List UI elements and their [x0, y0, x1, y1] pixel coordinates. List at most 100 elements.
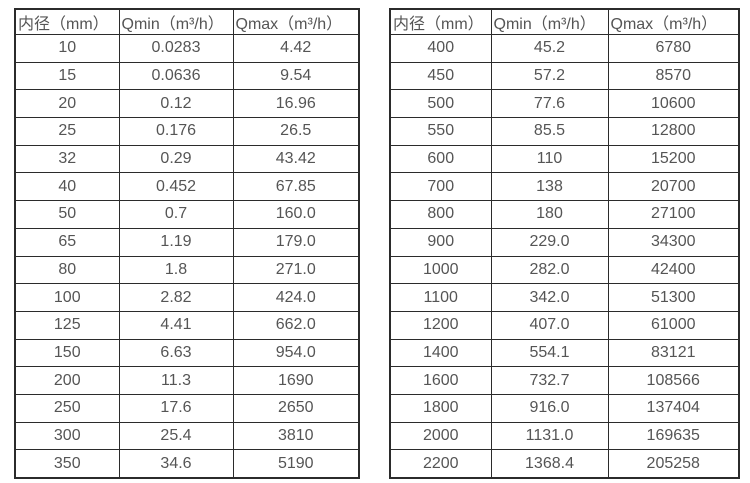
table-cell: 662.0 — [232, 310, 360, 340]
table-cell: 169635 — [607, 421, 740, 451]
table-cell: 77.6 — [490, 89, 609, 119]
table-cell: 0.176 — [118, 117, 234, 146]
table-cell: 400 — [389, 34, 492, 63]
table-row: 150 6.63 954.0 — [14, 338, 360, 368]
table-cell: 100 — [14, 283, 120, 312]
table-cell: 61000 — [607, 310, 740, 340]
header-inner-diameter: 内径（mm） — [14, 8, 120, 35]
table-cell: 57.2 — [490, 61, 609, 91]
table-cell: 1100 — [389, 283, 492, 312]
table-cell: 51300 — [607, 283, 740, 312]
table-row: 900 229.0 34300 — [389, 227, 740, 257]
table-row: 125 4.41 662.0 — [14, 310, 360, 340]
table-row: 250 17.6 2650 — [14, 393, 360, 423]
table-cell: 342.0 — [490, 283, 609, 312]
table-row: 1400 554.1 83121 — [389, 338, 740, 368]
table-cell: 108566 — [607, 366, 740, 395]
table-row: 65 1.19 179.0 — [14, 227, 360, 257]
table-cell: 110 — [490, 144, 609, 174]
table-cell: 450 — [389, 61, 492, 91]
header-qmax: Qmax（m³/h） — [232, 8, 360, 35]
header-qmax: Qmax（m³/h） — [607, 8, 740, 35]
table-cell: 282.0 — [490, 255, 609, 285]
table-cell: 25.4 — [118, 421, 234, 451]
table-cell: 42400 — [607, 255, 740, 285]
table-cell: 1.19 — [118, 227, 234, 257]
table-cell: 32 — [14, 144, 120, 174]
table-cell: 17.6 — [118, 393, 234, 423]
table-row: 2200 1368.4 205258 — [389, 449, 740, 479]
table-cell: 16.96 — [232, 89, 360, 119]
table-row: 300 25.4 3810 — [14, 421, 360, 451]
table-row: 1000 282.0 42400 — [389, 255, 740, 285]
table-cell: 6.63 — [118, 338, 234, 368]
table-row: 1600 732.7 108566 — [389, 366, 740, 395]
flow-table-large-diameters: 内径（mm） Qmin（m³/h） Qmax（m³/h） 400 45.2 6780… — [389, 8, 740, 479]
table-cell: 3810 — [232, 421, 360, 451]
table-cell: 900 — [389, 227, 492, 257]
table-cell: 85.5 — [490, 117, 609, 146]
table-cell: 10 — [14, 34, 120, 63]
table-cell: 200 — [14, 366, 120, 395]
table-row: 700 138 20700 — [389, 172, 740, 202]
table-cell: 26.5 — [232, 117, 360, 146]
table-row: 25 0.176 26.5 — [14, 117, 360, 146]
table-cell: 15 — [14, 61, 120, 91]
table-row: 15 0.0636 9.54 — [14, 61, 360, 91]
table-cell: 150 — [14, 338, 120, 368]
table-cell: 2200 — [389, 449, 492, 479]
table-cell: 0.7 — [118, 200, 234, 229]
flow-table-small-diameters: 内径（mm） Qmin（m³/h） Qmax（m³/h） 10 0.0283 4.4… — [14, 8, 360, 479]
table-cell: 250 — [14, 393, 120, 423]
table-cell: 6780 — [607, 34, 740, 63]
table-cell: 229.0 — [490, 227, 609, 257]
table-cell: 554.1 — [490, 338, 609, 368]
table-row: 40 0.452 67.85 — [14, 172, 360, 202]
table-cell: 550 — [389, 117, 492, 146]
table-cell: 1800 — [389, 393, 492, 423]
table-cell: 11.3 — [118, 366, 234, 395]
table-cell: 12800 — [607, 117, 740, 146]
table-cell: 15200 — [607, 144, 740, 174]
table-row: 400 45.2 6780 — [389, 34, 740, 63]
table-cell: 205258 — [607, 449, 740, 479]
header-inner-diameter: 内径（mm） — [389, 8, 492, 35]
table-row: 350 34.6 5190 — [14, 449, 360, 479]
table-cell: 916.0 — [490, 393, 609, 423]
table-cell: 1690 — [232, 366, 360, 395]
table-cell: 67.85 — [232, 172, 360, 202]
header-qmin: Qmin（m³/h） — [118, 8, 234, 35]
table-cell: 27100 — [607, 200, 740, 229]
table-row: 2000 1131.0 169635 — [389, 421, 740, 451]
table-row: 32 0.29 43.42 — [14, 144, 360, 174]
table-cell: 0.0636 — [118, 61, 234, 91]
table-cell: 407.0 — [490, 310, 609, 340]
table-cell: 34300 — [607, 227, 740, 257]
table-cell: 350 — [14, 449, 120, 479]
table-cell: 34.6 — [118, 449, 234, 479]
table-row: 1100 342.0 51300 — [389, 283, 740, 312]
table-row: 600 110 15200 — [389, 144, 740, 174]
table-row: 550 85.5 12800 — [389, 117, 740, 146]
table-row: 50 0.7 160.0 — [14, 200, 360, 229]
table-cell: 4.41 — [118, 310, 234, 340]
table-cell: 2650 — [232, 393, 360, 423]
table-cell: 10600 — [607, 89, 740, 119]
table-cell: 137404 — [607, 393, 740, 423]
table-row: 80 1.8 271.0 — [14, 255, 360, 285]
table-cell: 1400 — [389, 338, 492, 368]
table-cell: 25 — [14, 117, 120, 146]
table-row: 100 2.82 424.0 — [14, 283, 360, 312]
header-qmin: Qmin（m³/h） — [490, 8, 609, 35]
table-cell: 80 — [14, 255, 120, 285]
table-cell: 4.42 — [232, 34, 360, 63]
table-cell: 138 — [490, 172, 609, 202]
table-row: 10 0.0283 4.42 — [14, 34, 360, 63]
table-cell: 1131.0 — [490, 421, 609, 451]
table-cell: 0.0283 — [118, 34, 234, 63]
table-cell: 0.29 — [118, 144, 234, 174]
table-cell: 424.0 — [232, 283, 360, 312]
table-cell: 300 — [14, 421, 120, 451]
table-cell: 1000 — [389, 255, 492, 285]
table-cell: 160.0 — [232, 200, 360, 229]
